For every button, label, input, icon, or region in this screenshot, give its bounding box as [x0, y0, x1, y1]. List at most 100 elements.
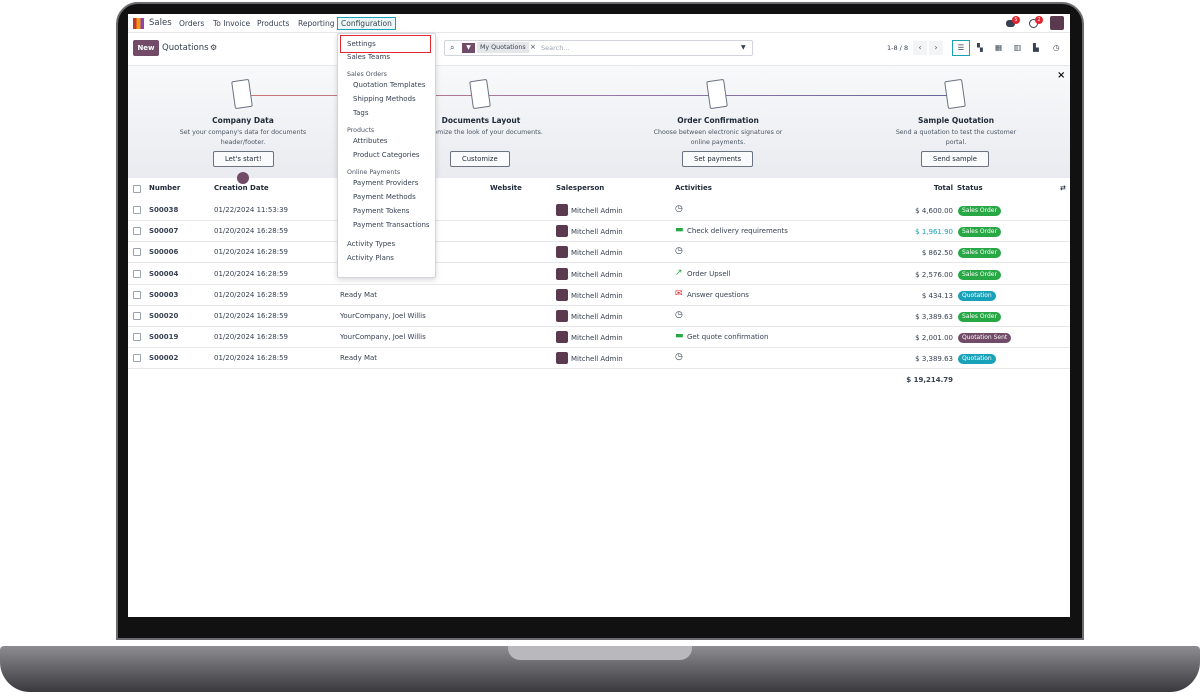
customize-button[interactable]: Customize	[450, 151, 510, 167]
status-badge: Sales Order	[958, 269, 1001, 280]
col-salesperson[interactable]: Salesperson	[556, 184, 605, 192]
set-payments-button[interactable]: Set payments	[682, 151, 754, 167]
calendar-view-icon[interactable]: ▦	[995, 43, 1003, 52]
messages-icon[interactable]	[1006, 20, 1015, 27]
nav-configuration[interactable]: Configuration	[337, 17, 396, 30]
row-checkbox[interactable]	[133, 312, 141, 320]
user-avatar[interactable]	[1050, 16, 1064, 30]
search-options-toggle-icon[interactable]: ▼	[741, 44, 746, 51]
creation-date: 01/20/2024 16:28:59	[214, 269, 289, 278]
nav-reporting[interactable]: Reporting	[298, 19, 335, 28]
menu-payment-tokens[interactable]: Payment Tokens	[353, 207, 410, 215]
table-row[interactable]: S00038 01/22/2024 11:53:39 Mitchell Admi…	[128, 200, 1070, 221]
list-view-icon[interactable]: ☰	[952, 40, 970, 56]
clock-icon[interactable]: ◷	[675, 204, 683, 214]
salesperson-avatar	[556, 352, 568, 365]
kanban-view-icon[interactable]: ▚	[977, 43, 983, 52]
row-checkbox[interactable]	[133, 206, 141, 214]
menu-payment-providers[interactable]: Payment Providers	[353, 179, 419, 187]
menu-product-categories[interactable]: Product Categories	[353, 151, 420, 159]
todo-icon[interactable]: ▬	[675, 225, 684, 236]
close-banner-icon[interactable]: ×	[1057, 70, 1066, 81]
status-badge: Quotation	[958, 290, 996, 301]
total: $ 2,576.00	[915, 270, 953, 279]
col-status[interactable]: Status	[957, 184, 983, 192]
menu-sales-teams[interactable]: Sales Teams	[347, 53, 391, 61]
new-button[interactable]: New	[133, 40, 159, 56]
table-row[interactable]: S00006 01/20/2024 16:28:59 Mitchell Admi…	[128, 242, 1070, 264]
table-row[interactable]: S00004 01/20/2024 16:28:59 Mitchell Admi…	[128, 264, 1070, 285]
col-number[interactable]: Number	[149, 184, 181, 192]
step-description: Set your company's data for documents he…	[179, 129, 307, 146]
table-row[interactable]: S00002 01/20/2024 16:28:59 Ready Mat Mit…	[128, 348, 1070, 370]
send-sample-button[interactable]: Send sample	[921, 151, 989, 167]
checklist-icon	[706, 78, 728, 110]
clock-icon[interactable]: ◷	[675, 246, 683, 257]
menu-activity-plans[interactable]: Activity Plans	[347, 254, 394, 262]
lets-start-button[interactable]: Let's start!	[213, 151, 274, 167]
row-checkbox[interactable]	[133, 333, 141, 342]
menu-attributes[interactable]: Attributes	[353, 137, 388, 145]
salesperson: Mitchell Admin	[571, 355, 623, 364]
document-icon	[231, 78, 253, 110]
email-icon[interactable]: ✉	[675, 288, 683, 299]
menu-settings[interactable]: Settings	[340, 35, 431, 53]
salesperson-avatar	[556, 310, 568, 322]
order-number: S00002	[149, 354, 179, 363]
menu-shipping-methods[interactable]: Shipping Methods	[353, 95, 416, 103]
table-row[interactable]: S00020 01/20/2024 16:28:59 YourCompany, …	[128, 306, 1070, 327]
pager-next-icon[interactable]: ›	[929, 41, 943, 55]
salesperson-avatar	[556, 288, 568, 301]
settings-gear-icon[interactable]: ⚙	[210, 43, 218, 52]
clock-icon[interactable]: ◷	[675, 352, 683, 363]
search-icon: ⌕	[450, 43, 455, 52]
nav-to-invoice[interactable]: To Invoice	[213, 19, 251, 28]
creation-date: 01/20/2024 16:28:59	[214, 333, 289, 342]
col-creation-date[interactable]: Creation Date	[214, 184, 269, 192]
clock-icon[interactable]: ◷	[675, 310, 683, 320]
table-row[interactable]: S00003 01/20/2024 16:28:59 Ready Mat Mit…	[128, 285, 1070, 306]
graph-view-icon[interactable]: ▙	[1033, 43, 1039, 52]
menu-tags[interactable]: Tags	[353, 109, 369, 117]
nav-orders[interactable]: Orders	[179, 19, 205, 28]
status-badge: Sales Order	[958, 248, 1001, 259]
activity-view-icon[interactable]: ◷	[1053, 43, 1060, 52]
chart-upsell-icon[interactable]: ↗	[675, 267, 683, 278]
step-title: Documents Layout	[441, 116, 521, 125]
activities-badge: 2	[1035, 16, 1043, 24]
pager[interactable]: 1-8 / 8	[887, 44, 909, 52]
total: $ 4,600.00	[915, 207, 953, 215]
order-number: S00020	[149, 312, 179, 320]
row-checkbox[interactable]	[133, 269, 141, 278]
nav-products[interactable]: Products	[257, 19, 290, 28]
app-name[interactable]: Sales	[149, 18, 172, 28]
total: $ 3,389.63	[915, 313, 953, 321]
salesperson-avatar	[556, 225, 568, 238]
col-total[interactable]: Total	[933, 184, 953, 192]
onboarding-banner: × Company Data Set your company's data f…	[128, 66, 1070, 184]
row-checkbox[interactable]	[133, 227, 141, 236]
menu-quotation-templates[interactable]: Quotation Templates	[353, 81, 426, 89]
select-all-checkbox[interactable]	[133, 185, 141, 193]
todo-icon[interactable]: ▬	[675, 331, 684, 342]
menu-payment-transactions[interactable]: Payment Transactions	[353, 221, 430, 229]
col-activities[interactable]: Activities	[675, 184, 712, 192]
menu-activity-types[interactable]: Activity Types	[347, 240, 396, 248]
salesperson: Mitchell Admin	[571, 313, 623, 321]
row-checkbox[interactable]	[133, 354, 141, 363]
search-input[interactable]: Search...	[541, 44, 570, 52]
pager-prev-icon[interactable]: ‹	[913, 41, 927, 55]
row-checkbox[interactable]	[133, 248, 141, 257]
salesperson-avatar	[556, 204, 568, 216]
remove-facet-icon[interactable]: ×	[530, 43, 536, 51]
table-row[interactable]: S00007 01/20/2024 16:28:59 Mitchell Admi…	[128, 221, 1070, 243]
menu-payment-methods[interactable]: Payment Methods	[353, 193, 416, 201]
salesperson: Mitchell Admin	[571, 207, 623, 215]
pivot-view-icon[interactable]: ▥	[1014, 43, 1022, 52]
order-number: S00006	[149, 248, 179, 257]
row-checkbox[interactable]	[133, 290, 141, 299]
optional-columns-icon[interactable]: ⇄	[1060, 184, 1066, 192]
col-website[interactable]: Website	[490, 184, 522, 192]
search-bar[interactable]: ⌕ ▼ My Quotations × Search... ▼	[444, 40, 753, 56]
table-row[interactable]: S00019 01/20/2024 16:28:59 YourCompany, …	[128, 327, 1070, 349]
